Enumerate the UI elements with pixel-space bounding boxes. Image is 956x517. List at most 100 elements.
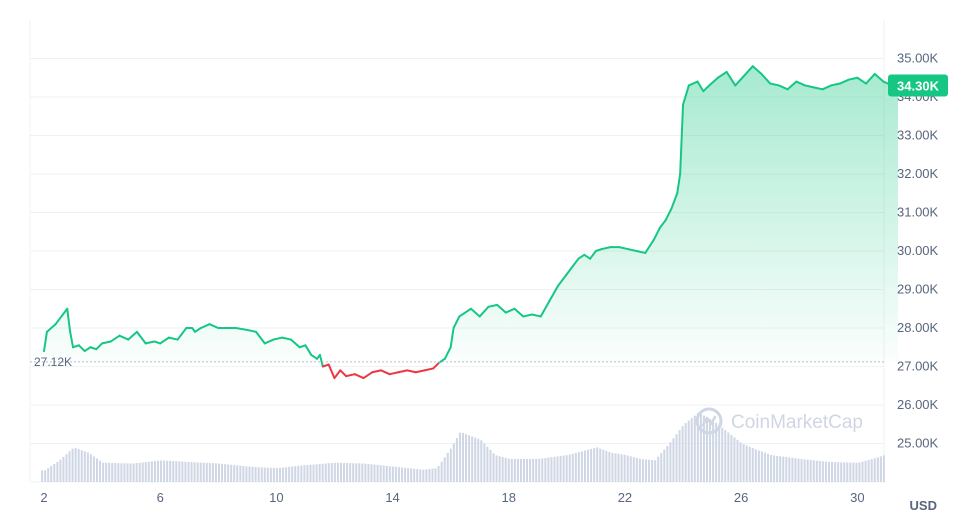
volume-bar [449, 448, 452, 482]
volume-bar [230, 464, 233, 482]
volume-bar [574, 452, 577, 482]
volume-bar [288, 466, 291, 482]
price-segment [626, 248, 638, 252]
volume-bar [120, 463, 123, 482]
price-segment [127, 330, 138, 341]
price-segment [438, 357, 446, 364]
volume-bar [794, 458, 797, 482]
volume-bar [699, 413, 702, 482]
price-segment [496, 303, 507, 314]
volume-bar [156, 460, 159, 482]
volume-bar [556, 456, 559, 482]
volume-bar [638, 458, 641, 482]
volume-bar [620, 454, 623, 482]
volume-bar [510, 458, 513, 482]
volume-bar [425, 469, 428, 482]
volume-bar [876, 457, 879, 482]
volume-bar [62, 456, 65, 482]
volume-bar [480, 440, 483, 482]
volume-bar [553, 456, 556, 482]
volume-bar [59, 459, 62, 482]
volume-bar [608, 451, 611, 482]
volume-bar [471, 436, 474, 482]
volume-bar [282, 467, 285, 482]
volume-bar [358, 463, 361, 482]
volume-bar [105, 462, 108, 482]
volume-bar [217, 463, 220, 482]
volume-bar [855, 462, 858, 482]
volume-bar [410, 468, 413, 482]
volume-bar [468, 435, 471, 482]
volume-bar [843, 462, 846, 482]
price-segment [281, 336, 292, 341]
price-segment [679, 103, 685, 175]
price-segment [618, 246, 629, 251]
volume-bar [89, 454, 92, 482]
volume-bar [763, 452, 766, 482]
volume-bar [382, 465, 385, 482]
volume-bar [611, 452, 614, 482]
volume-bar [65, 454, 68, 482]
price-segment [304, 344, 313, 356]
volume-bar [495, 455, 498, 482]
volume-bar [605, 450, 608, 482]
price-segment [548, 284, 560, 303]
volume-bar [751, 447, 754, 482]
x-tick-label: 10 [269, 490, 283, 505]
volume-bar [657, 456, 660, 482]
price-segment [208, 323, 220, 329]
volume-bar [824, 461, 827, 482]
x-tick-label: 2 [40, 490, 47, 505]
price-segment [414, 369, 426, 374]
volume-bar [95, 458, 98, 482]
price-area-fill [44, 66, 898, 362]
volume-bar [498, 456, 501, 482]
volume-bar [806, 459, 809, 482]
price-segment [812, 86, 824, 91]
volume-bar [227, 464, 230, 482]
baseline: 27.12K [30, 355, 884, 369]
volume-bar [745, 445, 748, 482]
volume-bar [455, 438, 458, 482]
volume-bar [376, 464, 379, 482]
volume-bar [224, 464, 227, 482]
price-segment [362, 371, 374, 380]
price-segment [423, 367, 435, 372]
volume-bar [547, 457, 550, 482]
volume-bar [757, 450, 760, 482]
volume-bar [71, 448, 74, 482]
current-price: 34.30K [888, 74, 948, 97]
volume-bar [492, 453, 495, 482]
volume-bar [818, 460, 821, 482]
volume-bar [126, 463, 129, 482]
volume-bar [275, 468, 278, 482]
price-segment [333, 369, 342, 380]
volume-bar [394, 466, 397, 482]
price-segment [353, 373, 365, 380]
y-tick-label: 26.00K [897, 397, 939, 412]
volume-bar [834, 462, 837, 482]
volume-bar [379, 465, 382, 482]
currency-label: USD [910, 498, 937, 512]
volume-bar [461, 432, 464, 482]
price-segment [786, 80, 798, 91]
volume-bar [797, 458, 800, 482]
volume-bar [367, 463, 370, 482]
volume-bar [147, 461, 150, 482]
volume-bar [736, 439, 739, 482]
volume-bar [489, 449, 492, 482]
volume-bar [339, 462, 342, 482]
price-segment [272, 336, 284, 341]
price-segment [539, 300, 551, 318]
price-segment [873, 72, 885, 83]
price-segment [804, 84, 815, 89]
volume-bar [526, 458, 529, 482]
volume-bar [92, 456, 95, 482]
price-segment [531, 313, 542, 318]
volume-bar [672, 438, 675, 482]
volume-bar [474, 437, 477, 482]
volume-bar [852, 462, 855, 482]
volume-bar [397, 467, 400, 482]
volume-bar [321, 463, 324, 482]
volume-bar [669, 442, 672, 482]
